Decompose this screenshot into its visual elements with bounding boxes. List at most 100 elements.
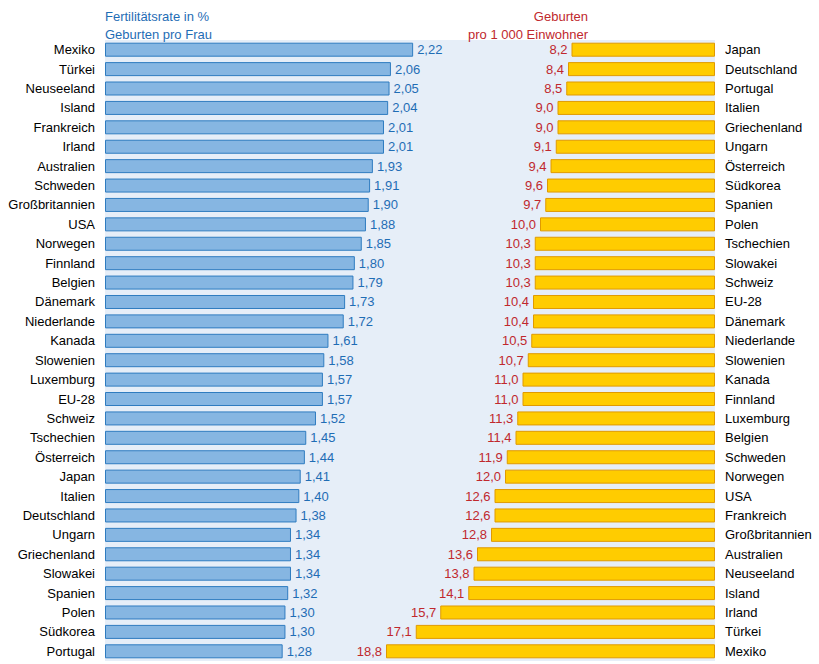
svg-text:pro 1 000 Einwohner: pro 1 000 Einwohner xyxy=(468,27,589,42)
svg-text:Kanada: Kanada xyxy=(725,372,771,387)
svg-text:Slowakei: Slowakei xyxy=(43,566,95,581)
svg-text:Dänemark: Dänemark xyxy=(35,294,95,309)
svg-text:Island: Island xyxy=(60,100,95,115)
svg-text:13,8: 13,8 xyxy=(444,566,469,581)
svg-text:Irland: Irland xyxy=(725,605,758,620)
svg-text:Griechenland: Griechenland xyxy=(725,120,802,135)
svg-text:1,72: 1,72 xyxy=(348,314,373,329)
svg-text:2,22: 2,22 xyxy=(417,42,442,57)
svg-text:Australien: Australien xyxy=(725,547,783,562)
svg-text:Schweiz: Schweiz xyxy=(725,275,773,290)
svg-text:Südkorea: Südkorea xyxy=(39,624,95,639)
svg-text:8,5: 8,5 xyxy=(544,81,562,96)
svg-text:11,4: 11,4 xyxy=(487,430,511,445)
svg-text:11,9: 11,9 xyxy=(478,450,502,465)
svg-text:Belgien: Belgien xyxy=(52,275,95,290)
svg-text:USA: USA xyxy=(68,217,95,232)
svg-text:Österreich: Österreich xyxy=(35,450,95,465)
svg-text:Deutschland: Deutschland xyxy=(725,62,797,77)
svg-text:Tschechien: Tschechien xyxy=(725,236,790,251)
svg-text:Belgien: Belgien xyxy=(725,430,768,445)
svg-text:Ungarn: Ungarn xyxy=(52,527,95,542)
svg-text:12,8: 12,8 xyxy=(462,527,487,542)
svg-text:1,34: 1,34 xyxy=(295,547,320,562)
svg-text:Türkei: Türkei xyxy=(725,624,761,639)
svg-text:Niederlande: Niederlande xyxy=(725,333,795,348)
svg-text:Frankreich: Frankreich xyxy=(34,120,95,135)
svg-text:Island: Island xyxy=(725,586,760,601)
svg-text:1,80: 1,80 xyxy=(359,256,384,271)
svg-text:1,58: 1,58 xyxy=(328,353,353,368)
svg-text:2,01: 2,01 xyxy=(388,120,413,135)
svg-text:1,30: 1,30 xyxy=(289,605,314,620)
svg-text:1,28: 1,28 xyxy=(287,644,312,659)
svg-text:Luxemburg: Luxemburg xyxy=(725,411,790,426)
svg-text:Frankreich: Frankreich xyxy=(725,508,786,523)
svg-text:1,73: 1,73 xyxy=(349,294,374,309)
svg-text:Norwegen: Norwegen xyxy=(36,236,95,251)
svg-text:15,7: 15,7 xyxy=(411,605,436,620)
svg-text:Japan: Japan xyxy=(725,42,760,57)
svg-text:Spanien: Spanien xyxy=(725,197,773,212)
svg-text:Tschechien: Tschechien xyxy=(30,430,95,445)
svg-text:Dänemark: Dänemark xyxy=(725,314,785,329)
svg-text:17,1: 17,1 xyxy=(386,624,411,639)
svg-text:Portugal: Portugal xyxy=(47,644,96,659)
svg-text:2,04: 2,04 xyxy=(392,100,417,115)
svg-text:9,0: 9,0 xyxy=(535,120,553,135)
svg-text:8,4: 8,4 xyxy=(546,62,564,77)
svg-text:1,93: 1,93 xyxy=(377,159,402,174)
svg-text:Südkorea: Südkorea xyxy=(725,178,781,193)
svg-text:1,91: 1,91 xyxy=(374,178,399,193)
svg-text:9,6: 9,6 xyxy=(525,178,543,193)
svg-text:10,3: 10,3 xyxy=(505,256,530,271)
svg-text:Großbritannien: Großbritannien xyxy=(8,197,95,212)
svg-text:2,06: 2,06 xyxy=(395,62,420,77)
svg-text:Polen: Polen xyxy=(62,605,95,620)
svg-text:1,79: 1,79 xyxy=(357,275,382,290)
svg-text:Deutschland: Deutschland xyxy=(23,508,95,523)
svg-text:18,8: 18,8 xyxy=(357,644,382,659)
svg-text:Finnland: Finnland xyxy=(45,256,95,271)
svg-text:12,6: 12,6 xyxy=(465,508,490,523)
svg-text:Japan: Japan xyxy=(60,469,95,484)
svg-text:1,45: 1,45 xyxy=(310,430,335,445)
svg-text:Mexiko: Mexiko xyxy=(725,644,766,659)
svg-text:Slowenien: Slowenien xyxy=(725,353,785,368)
svg-text:2,05: 2,05 xyxy=(394,81,419,96)
svg-text:10,0: 10,0 xyxy=(511,217,536,232)
svg-text:1,38: 1,38 xyxy=(301,508,326,523)
svg-text:12,0: 12,0 xyxy=(476,469,501,484)
svg-text:1,85: 1,85 xyxy=(366,236,391,251)
svg-text:USA: USA xyxy=(725,489,752,504)
svg-text:1,90: 1,90 xyxy=(373,197,398,212)
svg-text:1,57: 1,57 xyxy=(327,392,352,407)
svg-text:Irland: Irland xyxy=(62,139,95,154)
svg-text:Geburten: Geburten xyxy=(534,9,588,24)
svg-text:Portugal: Portugal xyxy=(725,81,774,96)
svg-text:Finnland: Finnland xyxy=(725,392,775,407)
svg-text:1,61: 1,61 xyxy=(332,333,357,348)
svg-text:2,01: 2,01 xyxy=(388,139,413,154)
svg-text:1,44: 1,44 xyxy=(309,450,334,465)
svg-text:Norwegen: Norwegen xyxy=(725,469,784,484)
svg-text:EU-28: EU-28 xyxy=(725,294,762,309)
svg-text:1,88: 1,88 xyxy=(370,217,395,232)
svg-text:Schweden: Schweden xyxy=(34,178,95,193)
svg-text:Großbritannien: Großbritannien xyxy=(725,527,812,542)
svg-text:10,3: 10,3 xyxy=(505,236,530,251)
svg-text:Neuseeland: Neuseeland xyxy=(725,566,794,581)
svg-text:11,0: 11,0 xyxy=(494,392,518,407)
svg-text:10,5: 10,5 xyxy=(502,333,527,348)
svg-text:Ungarn: Ungarn xyxy=(725,139,768,154)
svg-text:1,40: 1,40 xyxy=(303,489,328,504)
svg-text:Slowenien: Slowenien xyxy=(35,353,95,368)
svg-text:Spanien: Spanien xyxy=(47,586,95,601)
svg-text:Geburten pro Frau: Geburten pro Frau xyxy=(105,27,212,42)
svg-text:9,4: 9,4 xyxy=(528,159,546,174)
svg-text:Schweden: Schweden xyxy=(725,450,786,465)
svg-text:1,34: 1,34 xyxy=(295,527,320,542)
svg-text:12,6: 12,6 xyxy=(465,489,490,504)
svg-text:10,3: 10,3 xyxy=(505,275,530,290)
svg-text:Polen: Polen xyxy=(725,217,758,232)
